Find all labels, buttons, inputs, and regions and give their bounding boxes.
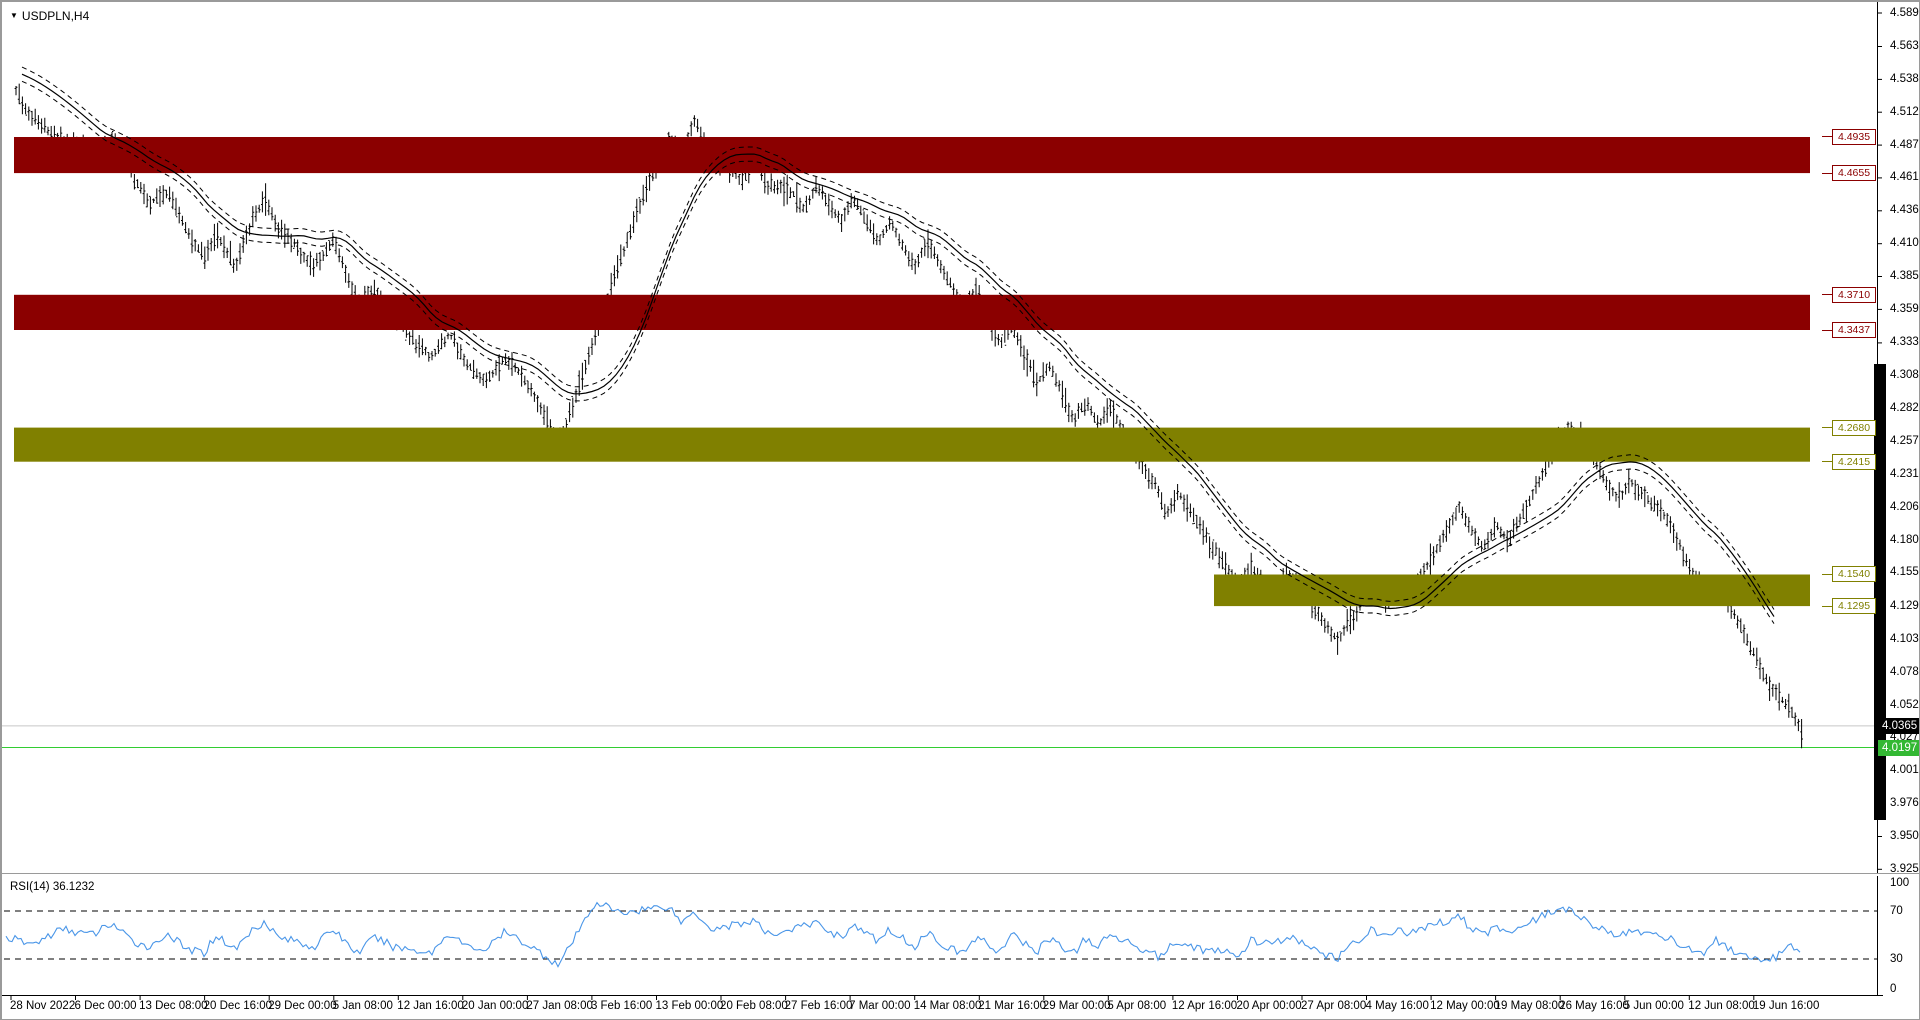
zone-price-label[interactable]: 4.1540 bbox=[1832, 566, 1876, 583]
date-label: 4 May 16:00 bbox=[1365, 1000, 1429, 1012]
date-label: 5 Jan 08:00 bbox=[332, 1000, 393, 1012]
zone-price-label[interactable]: 4.2415 bbox=[1832, 453, 1876, 470]
price-tick-label: 4.5897 bbox=[1890, 6, 1919, 19]
price-tick-label: 4.0782 bbox=[1890, 665, 1919, 678]
symbol-title[interactable]: ▼ USDPLN,H4 bbox=[10, 9, 89, 23]
price-tick-label: 4.4872 bbox=[1890, 138, 1919, 151]
price-tick-label: 4.2317 bbox=[1890, 467, 1919, 480]
symbol-title-text: USDPLN,H4 bbox=[21, 9, 90, 23]
zone-price-label[interactable]: 4.1295 bbox=[1832, 598, 1876, 615]
price-tick-label: 4.0527 bbox=[1890, 698, 1919, 711]
chevron-down-icon[interactable]: ▼ bbox=[10, 11, 18, 20]
zone-price-label[interactable]: 4.3710 bbox=[1832, 286, 1876, 303]
date-label: 3 Feb 16:00 bbox=[590, 1000, 653, 1012]
date-label: 12 Apr 16:00 bbox=[1171, 1000, 1238, 1012]
date-label: 27 Apr 08:00 bbox=[1301, 1000, 1367, 1012]
main-pane[interactable] bbox=[2, 66, 1886, 820]
price-tick-label: 4.5637 bbox=[1890, 40, 1919, 52]
date-label: 26 May 16:00 bbox=[1559, 1000, 1629, 1012]
support-zone-2[interactable] bbox=[1214, 574, 1810, 607]
date-label: 12 May 00:00 bbox=[1430, 1000, 1500, 1012]
date-label: 21 Mar 16:00 bbox=[978, 1000, 1047, 1012]
price-tick-label: 4.3082 bbox=[1890, 369, 1919, 382]
price-tick-label: 3.9762 bbox=[1890, 797, 1919, 810]
price-tick-label: 4.1037 bbox=[1890, 632, 1919, 645]
date-label: 19 May 08:00 bbox=[1494, 1000, 1565, 1012]
date-label: 6 Dec 00:00 bbox=[74, 1000, 137, 1012]
price-tick-label: 4.5382 bbox=[1890, 72, 1919, 85]
date-label: 5 Jun 00:00 bbox=[1623, 1000, 1684, 1012]
pane-separator-inner bbox=[2, 874, 1919, 876]
zone-label-connector bbox=[1822, 461, 1833, 463]
price-tick-label: 4.2062 bbox=[1890, 500, 1919, 513]
rsi-line bbox=[5, 901, 1801, 968]
price-tick-label: 4.3337 bbox=[1890, 336, 1919, 349]
date-label: 5 Apr 08:00 bbox=[1107, 1000, 1167, 1012]
zone-price-label[interactable]: 4.3437 bbox=[1832, 322, 1876, 338]
rsi-tick-label: 0 bbox=[1890, 982, 1897, 995]
price-tick-label: 4.0017 bbox=[1890, 764, 1919, 777]
zone-price-label[interactable]: 4.4655 bbox=[1832, 165, 1876, 182]
zone-label-connector bbox=[1822, 605, 1833, 607]
price-tick-label: 4.2572 bbox=[1890, 434, 1919, 447]
zone-price-label[interactable]: 4.2680 bbox=[1832, 419, 1876, 436]
ma-envelope-upper bbox=[21, 66, 1775, 610]
date-label: 20 Dec 16:00 bbox=[203, 1000, 273, 1012]
date-label: 27 Feb 16:00 bbox=[784, 1000, 853, 1012]
date-label: 28 Nov 2022 bbox=[10, 1000, 76, 1012]
date-label: 29 Mar 00:00 bbox=[1042, 1000, 1111, 1012]
date-label: 12 Jan 16:00 bbox=[397, 1000, 464, 1012]
date-label: 29 Dec 00:00 bbox=[268, 1000, 337, 1012]
bid-line-price-box: 4.0365 bbox=[1878, 717, 1919, 734]
price-tick-label: 4.4107 bbox=[1890, 237, 1919, 250]
date-label: 20 Feb 08:00 bbox=[720, 1000, 788, 1012]
date-label: 20 Jan 00:00 bbox=[461, 1000, 529, 1012]
price-tick-label: 4.4362 bbox=[1890, 204, 1919, 217]
ma-envelope-lower bbox=[21, 80, 1775, 624]
rsi-tick-label: 100 bbox=[1890, 876, 1910, 889]
rsi-tick-label: 30 bbox=[1890, 952, 1903, 965]
date-label: 14 Mar 08:00 bbox=[913, 1000, 982, 1012]
date-label: 7 Mar 00:00 bbox=[849, 1000, 911, 1012]
price-tick-label: 4.4617 bbox=[1890, 171, 1919, 184]
support-zone-1[interactable] bbox=[14, 427, 1810, 462]
rsi-indicator-label: RSI(14) 36.1232 bbox=[10, 881, 95, 893]
ask-line-price-box: 4.0197 bbox=[1878, 739, 1919, 756]
date-label: 27 Jan 08:00 bbox=[526, 1000, 593, 1012]
price-tick-label: 3.9507 bbox=[1890, 829, 1919, 842]
price-tick-label: 4.3597 bbox=[1890, 302, 1919, 315]
resistance-zone-2[interactable] bbox=[14, 294, 1810, 330]
rsi-tick-label: 70 bbox=[1890, 904, 1903, 917]
date-label: 13 Feb 00:00 bbox=[655, 1000, 724, 1012]
zone-label-connector bbox=[1822, 427, 1833, 429]
price-tick-label: 4.5127 bbox=[1890, 105, 1919, 118]
date-label: 13 Dec 08:00 bbox=[139, 1000, 208, 1012]
zone-label-connector bbox=[1822, 136, 1833, 138]
price-tick-label: 4.3852 bbox=[1890, 270, 1919, 283]
date-label: 12 Jun 08:00 bbox=[1688, 1000, 1755, 1012]
zone-label-connector bbox=[1822, 329, 1833, 331]
price-tick-label: 4.1292 bbox=[1890, 599, 1919, 612]
zone-label-connector bbox=[1822, 294, 1833, 296]
price-tick-label: 4.1807 bbox=[1890, 533, 1919, 546]
zone-price-label[interactable]: 4.4935 bbox=[1832, 128, 1876, 145]
ma-line bbox=[21, 73, 1775, 617]
price-bars bbox=[14, 83, 1803, 749]
zone-label-connector bbox=[1822, 172, 1833, 174]
price-tick-label: 4.1552 bbox=[1890, 566, 1919, 579]
price-tick-label: 4.2827 bbox=[1890, 402, 1919, 415]
date-label: 19 Jun 16:00 bbox=[1752, 1000, 1820, 1012]
price-tick-label: 3.9252 bbox=[1890, 862, 1919, 875]
rsi-pane[interactable] bbox=[4, 901, 1877, 968]
resistance-zone-1[interactable] bbox=[14, 137, 1810, 174]
date-label: 20 Apr 00:00 bbox=[1236, 1000, 1302, 1012]
pane-separator[interactable] bbox=[2, 873, 1919, 874]
zone-label-connector bbox=[1822, 573, 1833, 575]
